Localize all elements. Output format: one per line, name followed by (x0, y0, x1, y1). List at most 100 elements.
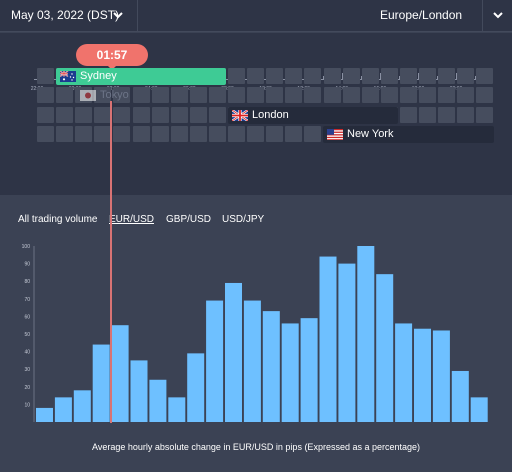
chart-bar[interactable] (395, 323, 413, 422)
ruler-tick (456, 73, 458, 80)
tab-all-trading-volume[interactable]: All trading volume (18, 214, 98, 225)
hour-cell (189, 87, 207, 104)
ruler-tick (418, 73, 419, 80)
hour-cell (323, 68, 341, 84)
session-name: London (252, 109, 289, 121)
chart-bar[interactable] (130, 360, 148, 422)
hour-cell (94, 106, 112, 123)
date-select[interactable]: May 03, 2022 (DST) (0, 0, 138, 32)
volatility-chart: 10 20 30 40 50 60 70 80 90 100 (22, 244, 488, 422)
chart-bar[interactable] (206, 300, 224, 422)
hour-cell (75, 125, 93, 142)
chart-bar[interactable] (319, 256, 337, 422)
hour-cell (380, 87, 398, 104)
ruler-tick (265, 73, 267, 80)
session-sydney[interactable]: Sydney (56, 68, 226, 85)
hour-cell (189, 106, 207, 123)
us-flag-icon (327, 129, 343, 140)
tab-usdjpy[interactable]: USD/JPY (222, 214, 265, 225)
chart-bar[interactable] (187, 353, 205, 422)
chart-bar[interactable] (338, 263, 356, 422)
hour-cell (399, 106, 417, 123)
hour-cell (170, 87, 188, 104)
chart-bar[interactable] (414, 328, 431, 422)
chart-bar[interactable] (376, 274, 394, 422)
hour-cell (94, 125, 112, 142)
hour-cell (132, 125, 150, 142)
hour-cell (228, 87, 245, 104)
y-tick-label: 50 (24, 332, 30, 338)
chart-bar[interactable] (432, 330, 450, 422)
ruler-tick (341, 73, 343, 80)
hour-cell (457, 106, 475, 123)
hour-cell (247, 125, 265, 142)
chart-bar[interactable] (168, 397, 186, 422)
hour-cell (304, 68, 322, 84)
hour-cell (438, 87, 456, 104)
hour-cell (361, 68, 379, 84)
hour-cell (304, 87, 322, 104)
ruler-label: 14:00 (335, 86, 349, 92)
chart-bar[interactable] (73, 390, 91, 422)
ruler-label: 02:00 (98, 86, 128, 92)
ruler-label: 00:00 (60, 86, 90, 92)
hour-cell (132, 106, 150, 123)
y-tick-label: 30 (24, 367, 30, 373)
hour-cell (189, 125, 207, 142)
chart-bar[interactable] (54, 397, 72, 422)
session-new-york[interactable]: New York (323, 126, 494, 143)
ruler-label: 16:00 (373, 86, 387, 92)
jp-flag-icon (80, 90, 96, 101)
tab-gbpusd[interactable]: GBP/USD (166, 214, 212, 225)
hour-cell (170, 106, 188, 123)
chart-bar[interactable] (243, 300, 261, 422)
chart-bar[interactable] (451, 370, 469, 422)
hour-cell (457, 87, 475, 104)
ruler-label: 08:00 (213, 86, 243, 92)
hour-cell (266, 87, 284, 104)
hour-cell (56, 106, 74, 123)
chart-bar[interactable] (300, 318, 318, 422)
chart-bar[interactable] (281, 323, 299, 422)
chart-bar[interactable] (357, 246, 375, 422)
chart-bar[interactable] (225, 282, 242, 422)
date-label: May 03, 2022 (DST) (11, 8, 120, 22)
ruler-tick (475, 76, 477, 80)
hour-cell (228, 125, 245, 142)
y-tick-label: 100 (22, 244, 31, 250)
chart-bar[interactable] (36, 407, 53, 422)
hour-cell (342, 68, 360, 84)
chart-bar[interactable] (262, 311, 280, 422)
chart-bar[interactable] (149, 379, 167, 422)
session-tokyo[interactable]: Tokyo (76, 87, 156, 104)
hour-cell (170, 125, 188, 142)
timezone-select[interactable]: Europe/London (370, 0, 482, 32)
hour-cell (342, 87, 360, 104)
chart-bar[interactable] (92, 344, 110, 422)
hour-cell (37, 106, 54, 123)
y-tick-label: 60 (24, 314, 30, 320)
ruler-tick (398, 76, 400, 80)
hour-cell (285, 87, 303, 104)
ruler-label: 12:00 (289, 86, 319, 92)
hour-cell (113, 125, 131, 142)
current-time-pill[interactable]: 01:57 (76, 44, 148, 66)
hour-cell (75, 106, 93, 123)
timezone-dropdown-button[interactable] (482, 0, 512, 32)
hour-cell (113, 87, 131, 104)
chart-bar[interactable] (470, 397, 488, 422)
hour-cell (151, 125, 169, 142)
hour-cell (323, 87, 341, 104)
y-tick-label: 20 (24, 385, 30, 391)
timezone-label: Europe/London (380, 8, 463, 22)
tab-eurusd[interactable]: EUR/USD (109, 214, 155, 225)
chart-bar[interactable] (111, 325, 129, 422)
ruler-label: 22:00 (22, 86, 52, 92)
hour-cell (56, 87, 74, 104)
ruler-tick (379, 73, 381, 80)
session-london[interactable]: London (228, 107, 398, 124)
hour-cell (56, 125, 74, 142)
hour-cell (476, 87, 494, 104)
hour-cell (476, 106, 494, 123)
hour-cell (419, 68, 436, 84)
